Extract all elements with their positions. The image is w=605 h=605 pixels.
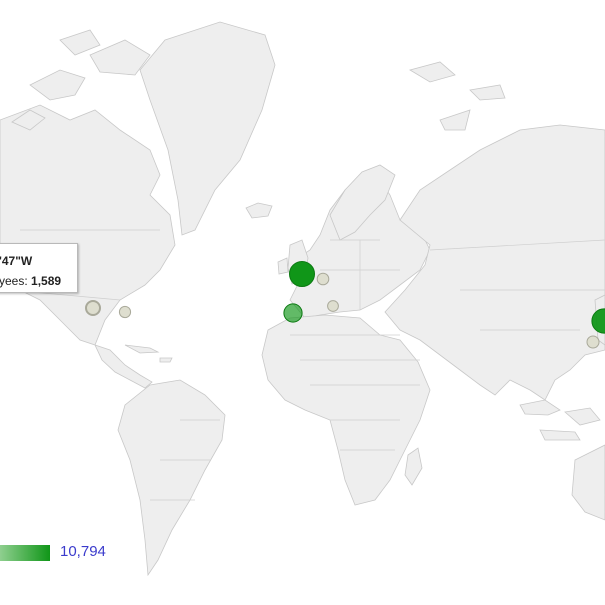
asia-land [384, 124, 605, 401]
map-tooltip: '47"W yees: 1,589 [0, 243, 78, 293]
legend-max-value: 10,794 [60, 543, 106, 560]
tooltip-coordinate: '47"W [0, 254, 33, 268]
greenland-land [139, 21, 276, 236]
tooltip-metric-label: yees: [0, 274, 28, 288]
africa-land [261, 314, 431, 506]
marker-central-europe[interactable] [316, 272, 330, 286]
madagascar-land [404, 447, 423, 486]
southeast-asia-islands-land [519, 399, 601, 441]
marker-usa-midwest[interactable] [85, 300, 101, 316]
tooltip-metric: yees: 1,589 [0, 274, 61, 288]
marker-united-kingdom[interactable] [289, 261, 315, 287]
marker-layer [85, 261, 605, 349]
south-america-land [117, 379, 226, 577]
marker-italy[interactable] [327, 300, 339, 312]
scandinavia-land [329, 164, 396, 241]
australia-land [571, 444, 605, 521]
marker-spain[interactable] [283, 303, 303, 323]
caribbean-land [124, 344, 173, 363]
legend-color-bar [0, 545, 50, 561]
country-borders [9, 229, 605, 501]
iceland-land [245, 202, 273, 219]
marker-usa-east[interactable] [118, 305, 132, 319]
tooltip-metric-value: 1,589 [31, 274, 62, 288]
central-america-land [94, 344, 153, 389]
russian-arctic-land [408, 61, 506, 131]
marker-china-south[interactable] [586, 335, 600, 349]
marker-japan-east[interactable] [591, 308, 605, 334]
